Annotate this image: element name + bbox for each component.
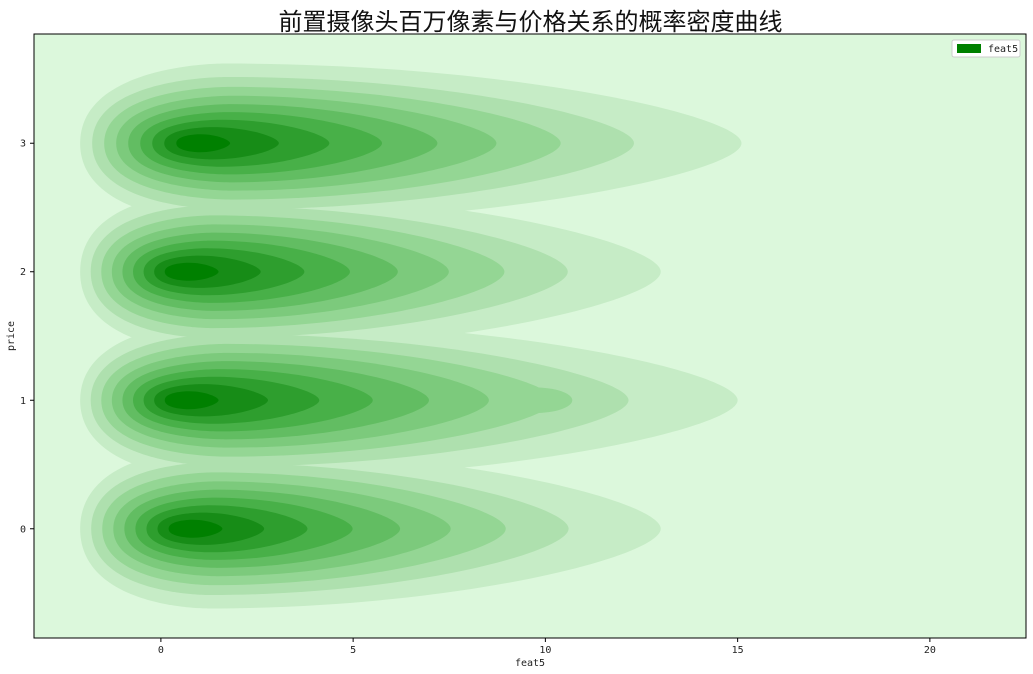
- x-tick-label: 20: [924, 645, 936, 656]
- density-contour: [176, 134, 231, 153]
- plot-frame: [33, 33, 1027, 639]
- x-tick-label: 15: [732, 645, 744, 656]
- x-tick-label: 5: [350, 645, 356, 656]
- density-contour: [164, 391, 219, 410]
- legend-patch: [957, 44, 981, 53]
- density-contour: [168, 519, 223, 538]
- chart-title: 前置摄像头百万像素与价格关系的概率密度曲线: [278, 8, 783, 36]
- density-contours: [80, 63, 742, 609]
- y-tick-label: 2: [20, 267, 26, 278]
- x-tick-label: 10: [539, 645, 551, 656]
- x-tick-label: 0: [158, 645, 164, 656]
- y-tick-label: 3: [20, 139, 26, 150]
- x-axis: 0 5 10 15 20: [158, 638, 936, 656]
- legend-label: feat5: [988, 44, 1018, 55]
- y-tick-label: 0: [20, 524, 26, 535]
- y-axis-label: price: [6, 321, 17, 351]
- legend: feat5: [951, 39, 1021, 58]
- y-axis: 0 1 2 3: [20, 139, 34, 535]
- density-contour: [164, 262, 219, 281]
- y-tick-label: 1: [20, 396, 26, 407]
- x-axis-label: feat5: [515, 658, 545, 669]
